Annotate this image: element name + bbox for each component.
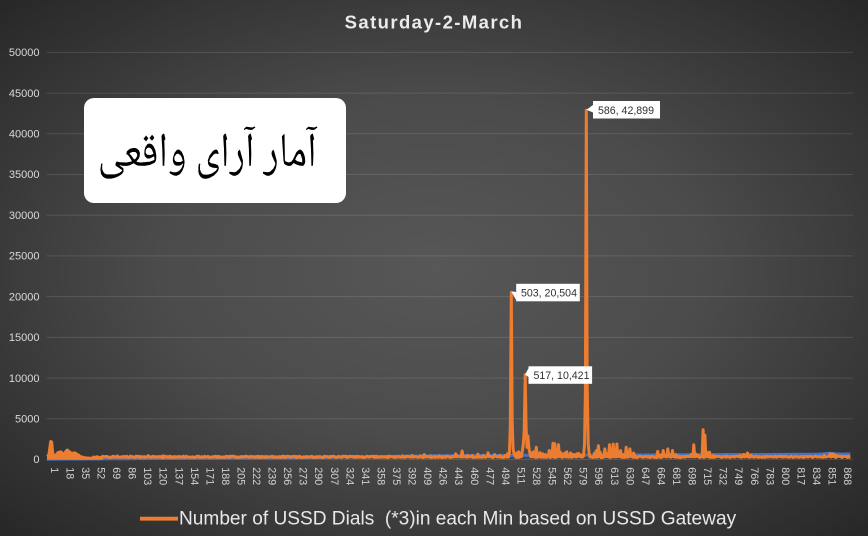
svg-text:25000: 25000	[9, 251, 40, 263]
svg-text:324: 324	[343, 467, 355, 485]
svg-text:596: 596	[592, 467, 604, 485]
svg-text:35: 35	[79, 467, 91, 479]
svg-text:171: 171	[203, 467, 215, 485]
svg-text:358: 358	[375, 467, 387, 485]
svg-text:732: 732	[717, 467, 729, 485]
svg-text:45000: 45000	[9, 88, 40, 100]
svg-text:18: 18	[63, 467, 75, 479]
svg-text:256: 256	[281, 467, 293, 485]
svg-text:562: 562	[561, 467, 573, 485]
svg-text:307: 307	[328, 467, 340, 485]
svg-text:137: 137	[172, 467, 184, 485]
svg-text:545: 545	[546, 467, 558, 485]
svg-text:409: 409	[421, 467, 433, 485]
svg-text:766: 766	[748, 467, 760, 485]
svg-text:698: 698	[686, 467, 698, 485]
svg-text:817: 817	[795, 467, 807, 485]
svg-text:783: 783	[763, 467, 775, 485]
svg-text:154: 154	[188, 467, 200, 485]
svg-text:40000: 40000	[9, 129, 40, 141]
svg-text:0: 0	[33, 454, 39, 466]
svg-text:20000: 20000	[9, 291, 40, 303]
svg-text:868: 868	[841, 467, 853, 485]
svg-text:528: 528	[530, 467, 542, 485]
svg-text:Number of USSD Dials (*3)in e: Number of USSD Dials (*3)in each Min bas…	[179, 509, 737, 530]
svg-text:834: 834	[810, 467, 822, 485]
svg-text:375: 375	[390, 467, 402, 485]
svg-text:222: 222	[250, 467, 262, 485]
svg-text:69: 69	[110, 467, 122, 479]
svg-text:103: 103	[141, 467, 153, 485]
svg-text:586, 42,899: 586, 42,899	[598, 105, 654, 117]
svg-text:426: 426	[437, 467, 449, 485]
svg-text:188: 188	[219, 467, 231, 485]
svg-text:5000: 5000	[15, 414, 39, 426]
svg-text:10000: 10000	[9, 373, 40, 385]
svg-text:30000: 30000	[9, 210, 40, 222]
svg-text:579: 579	[577, 467, 589, 485]
svg-text:851: 851	[826, 467, 838, 485]
svg-text:664: 664	[655, 467, 667, 485]
svg-text:749: 749	[732, 467, 744, 485]
svg-text:630: 630	[623, 467, 635, 485]
svg-text:239: 239	[266, 467, 278, 485]
svg-text:Saturday-2-March: Saturday-2-March	[345, 11, 524, 32]
svg-text:120: 120	[157, 467, 169, 485]
svg-text:503, 20,504: 503, 20,504	[521, 288, 577, 300]
svg-text:15000: 15000	[9, 332, 40, 344]
svg-text:341: 341	[359, 467, 371, 485]
svg-text:800: 800	[779, 467, 791, 485]
svg-text:52: 52	[95, 467, 107, 479]
svg-text:715: 715	[701, 467, 713, 485]
svg-text:647: 647	[639, 467, 651, 485]
svg-text:460: 460	[468, 467, 480, 485]
svg-text:613: 613	[608, 467, 620, 485]
svg-text:273: 273	[297, 467, 309, 485]
svg-text:35000: 35000	[9, 169, 40, 181]
svg-text:50000: 50000	[9, 47, 40, 59]
svg-text:517, 10,421: 517, 10,421	[534, 370, 590, 382]
svg-text:511: 511	[515, 467, 527, 484]
svg-text:86: 86	[126, 467, 138, 479]
svg-text:290: 290	[312, 467, 324, 485]
svg-text:392: 392	[406, 467, 418, 485]
svg-text:681: 681	[670, 467, 682, 485]
svg-text:205: 205	[235, 467, 247, 485]
svg-text:494: 494	[499, 467, 511, 485]
svg-text:477: 477	[483, 467, 495, 485]
svg-text:443: 443	[452, 467, 464, 485]
svg-text:1: 1	[48, 467, 60, 473]
